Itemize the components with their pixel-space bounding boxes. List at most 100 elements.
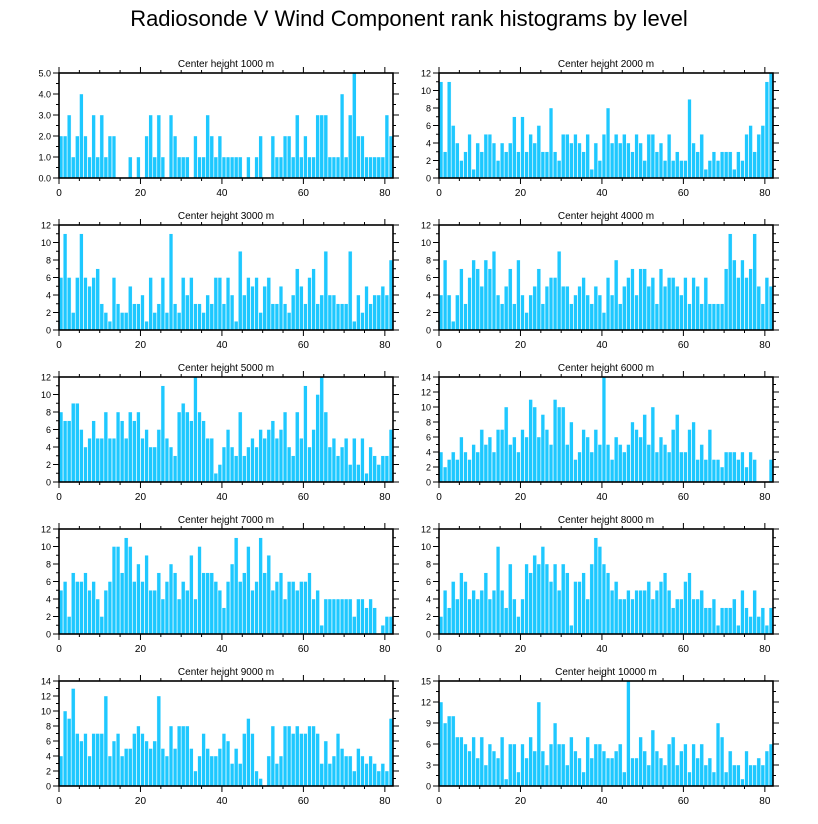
histogram-bar [630, 757, 635, 787]
y-tick-label: 4.0 [38, 90, 51, 100]
histogram-bar [479, 590, 484, 635]
histogram-bar [585, 436, 590, 483]
histogram-bar [732, 451, 737, 483]
histogram-bar [707, 757, 712, 787]
histogram-bar [299, 438, 304, 483]
histogram-bar [764, 81, 769, 179]
histogram-bar [463, 451, 468, 483]
histogram-bar [115, 546, 121, 635]
histogram-bar [695, 598, 700, 635]
histogram-bar [569, 421, 574, 483]
y-tick-label: 8 [46, 560, 51, 570]
histogram-bar [172, 572, 178, 635]
histogram-bar [258, 135, 263, 179]
histogram-bar [447, 715, 452, 787]
histogram-bar [707, 160, 712, 179]
y-tick-label: 6 [426, 433, 431, 443]
histogram-bar [152, 312, 157, 331]
histogram-bar [553, 722, 558, 787]
histogram-bar [327, 763, 332, 787]
histogram-bar [303, 581, 308, 635]
histogram-bar [270, 303, 275, 331]
histogram-bar [384, 114, 389, 179]
histogram-bar [327, 598, 332, 635]
histogram-bar [479, 286, 484, 331]
histogram-bar [638, 590, 643, 635]
histogram-bar [658, 436, 664, 483]
histogram-bar [540, 750, 545, 787]
histogram-bar [295, 590, 300, 635]
histogram-bar [516, 616, 521, 635]
histogram-bar [536, 563, 541, 635]
histogram-bar [544, 429, 550, 483]
x-tick-label: 20 [135, 188, 147, 199]
y-tick-label: 2 [46, 767, 51, 777]
histogram-bar [160, 385, 165, 483]
histogram-bar [262, 438, 267, 483]
histogram-bar [177, 411, 182, 483]
histogram-bar [164, 755, 170, 787]
histogram-bar [278, 429, 284, 483]
histogram-bar [213, 755, 218, 787]
x-tick-label: 0 [436, 492, 442, 503]
y-tick-label: 0 [426, 174, 431, 184]
histogram-bar [238, 156, 243, 179]
histogram-bar [577, 451, 582, 483]
histogram-bar [573, 459, 578, 483]
histogram-bar [605, 107, 611, 179]
histogram-bar [683, 451, 688, 483]
histogram-bar [132, 303, 137, 331]
histogram-bar [185, 725, 190, 787]
histogram-bar [99, 733, 104, 787]
histogram-bar [487, 134, 492, 179]
histogram-bar [540, 546, 545, 635]
histogram-bar [544, 286, 550, 331]
y-tick-label: 6 [426, 273, 431, 283]
histogram-bar [642, 590, 647, 635]
chart-panel-2: Center height 2000 m 0 20 40 60 80 0 2 4 6 8 10 12 [421, 59, 779, 199]
histogram-bar [662, 764, 668, 787]
histogram-bar [91, 277, 96, 331]
panel-title: Center height 2000 m [558, 59, 654, 70]
histogram-bar [99, 616, 104, 635]
histogram-bar [287, 581, 292, 635]
x-tick-label: 80 [759, 796, 771, 807]
histogram-bar [217, 748, 222, 787]
histogram-bar [491, 451, 497, 483]
histogram-bar [79, 93, 84, 179]
x-tick-label: 40 [216, 340, 228, 351]
histogram-bar [221, 303, 227, 331]
y-tick-label: 8 [46, 408, 51, 418]
histogram-bar [274, 438, 279, 483]
histogram-bar [451, 581, 456, 635]
histogram-bar [471, 259, 476, 331]
histogram-bar [711, 771, 717, 787]
histogram-bar [524, 312, 529, 331]
x-tick-label: 40 [216, 796, 228, 807]
x-tick-label: 60 [298, 644, 310, 655]
histogram-bar [671, 429, 676, 483]
histogram-bar [662, 572, 668, 635]
histogram-bar [340, 446, 345, 483]
histogram-bar [303, 385, 308, 483]
histogram-bar [744, 277, 749, 331]
histogram-bar [451, 125, 456, 179]
histogram-bar [675, 414, 680, 483]
histogram-bar [344, 755, 349, 787]
histogram-bar [177, 312, 182, 331]
histogram-bar [610, 757, 615, 787]
histogram-bar [495, 757, 501, 787]
histogram-bar [335, 156, 341, 179]
histogram-bar [278, 156, 284, 179]
histogram-bar [475, 451, 480, 483]
histogram-bar [148, 590, 153, 635]
histogram-bar [242, 733, 247, 787]
y-tick-label: 0 [46, 326, 51, 336]
histogram-bar [75, 581, 80, 635]
histogram-bar [748, 616, 753, 635]
histogram-bar [254, 770, 259, 787]
histogram-bar [356, 294, 361, 331]
histogram-bar [87, 590, 92, 635]
histogram-bar [225, 156, 231, 179]
x-tick-label: 60 [298, 188, 310, 199]
